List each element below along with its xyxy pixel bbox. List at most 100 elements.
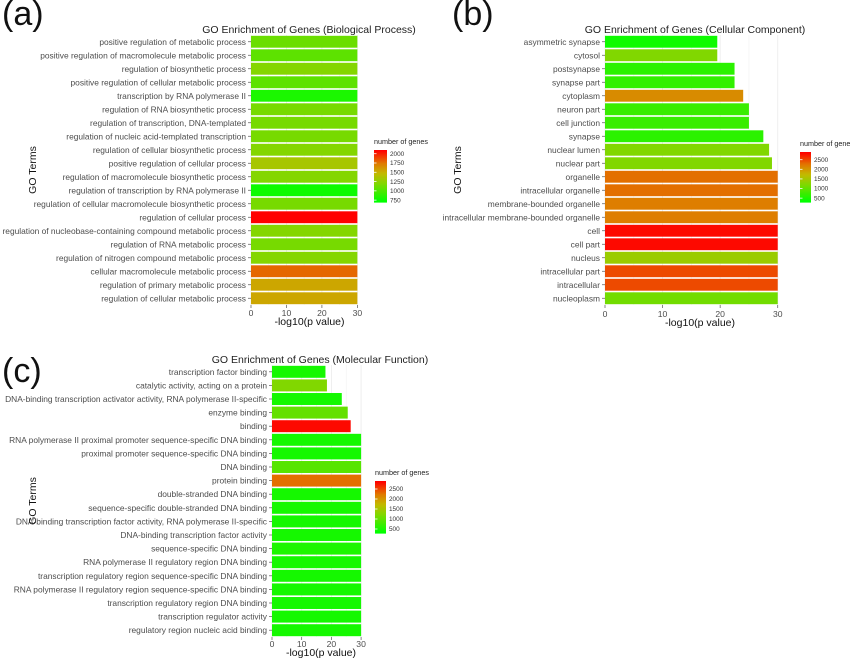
y-tick-label-cc: synapse part xyxy=(552,77,601,87)
legend-swatch-bp xyxy=(374,178,387,181)
bar-cc xyxy=(605,197,778,210)
y-tick-label-mf: sequence-specific double-stranded DNA bi… xyxy=(88,503,267,513)
legend-swatch-cc xyxy=(800,169,811,172)
legend-swatch-mf xyxy=(375,481,386,483)
legend-swatch-bp xyxy=(374,186,387,189)
legend-swatch-mf xyxy=(375,505,386,508)
y-tick-label-mf: transcription factor binding xyxy=(169,367,268,377)
y-tick-label-mf: DNA-binding transcription factor activit… xyxy=(16,516,267,526)
x-tick-label-mf: 0 xyxy=(270,639,275,649)
legend-swatch-bp xyxy=(374,150,387,152)
x-tick-label-bp: 10 xyxy=(282,308,292,318)
legend-swatch-bp xyxy=(374,181,387,184)
x-axis-label-bp: -log10(p value) xyxy=(274,316,344,328)
legend-swatch-cc xyxy=(800,164,811,167)
legend-swatch-cc xyxy=(800,193,811,196)
legend-swatch-mf xyxy=(375,523,386,526)
bar-cc xyxy=(605,130,764,143)
legend-label-bp: 1000 xyxy=(390,188,405,195)
y-tick-label-bp: cellular macromolecule metabolic process xyxy=(91,266,246,276)
y-tick-label-mf: protein binding xyxy=(212,476,267,486)
bar-bp xyxy=(251,224,358,237)
legend-swatch-cc xyxy=(800,175,811,178)
legend-swatch-mf xyxy=(375,529,386,531)
y-tick-label-mf: regulatory region nucleic acid binding xyxy=(129,625,268,635)
y-tick-label-bp: regulation of biosynthetic process xyxy=(122,64,246,74)
legend-swatch-mf xyxy=(375,503,386,505)
legend-swatch-mf xyxy=(375,525,386,528)
bar-mf xyxy=(272,461,362,473)
legend-swatch-mf xyxy=(375,522,386,525)
chart-title-cc: GO Enrichment of Genes (Cellular Compone… xyxy=(585,24,806,36)
x-tick-label-bp: 0 xyxy=(249,308,254,318)
y-axis-label-bp: GO Terms xyxy=(27,146,39,194)
legend-swatch-bp xyxy=(374,155,387,158)
y-tick-label-bp: regulation of macromolecule biosynthetic… xyxy=(63,172,246,182)
bar-cc xyxy=(605,35,718,48)
bar-mf xyxy=(272,610,362,623)
legend-swatch-bp xyxy=(374,153,387,156)
y-tick-label-bp: regulation of RNA metabolic process xyxy=(111,239,246,249)
bar-bp xyxy=(251,89,358,102)
legend-swatch-mf xyxy=(375,487,386,490)
legend-swatch-cc xyxy=(800,188,811,191)
y-tick-label-cc: organelle xyxy=(566,172,601,182)
y-tick-label-bp: regulation of cellular metabolic process xyxy=(101,293,246,303)
bar-cc xyxy=(605,278,778,291)
legend-swatch-mf xyxy=(375,508,386,511)
legend-swatch-cc xyxy=(800,189,811,192)
legend-swatch-cc xyxy=(800,190,811,193)
legend-swatch-cc xyxy=(800,154,811,157)
bar-cc xyxy=(605,76,735,89)
bar-bp xyxy=(251,49,358,62)
y-tick-label-cc: cytoplasm xyxy=(562,91,600,101)
bar-bp xyxy=(251,143,358,156)
y-tick-label-mf: enzyme binding xyxy=(208,408,267,418)
legend-swatch-cc xyxy=(800,187,811,189)
bar-cc xyxy=(605,49,718,62)
legend-label-mf: 1000 xyxy=(389,516,404,523)
y-tick-label-mf: RNA polymerase II regulatory region DNA … xyxy=(83,557,267,567)
bar-mf xyxy=(272,583,362,596)
y-tick-label-cc: nucleoplasm xyxy=(553,293,600,303)
bar-cc xyxy=(605,62,735,75)
bar-mf xyxy=(272,365,326,378)
legend-swatch-cc xyxy=(800,172,811,174)
legend-swatch-bp xyxy=(374,191,387,194)
legend-swatch-bp xyxy=(374,172,387,174)
legend-swatch-mf xyxy=(375,488,386,491)
legend-swatch-bp xyxy=(374,192,387,195)
legend-swatch-mf xyxy=(375,518,386,521)
y-tick-label-bp: regulation of cellular macromolecule bio… xyxy=(34,199,246,209)
legend-swatch-cc xyxy=(800,163,811,166)
legend-swatch-bp xyxy=(374,200,387,203)
legend-swatch-cc xyxy=(800,152,811,154)
legend-title-bp: number of genes xyxy=(374,137,428,146)
legend-swatch-mf xyxy=(375,509,386,512)
x-tick-label-mf: 10 xyxy=(297,639,307,649)
legend-swatch-bp xyxy=(374,168,387,171)
y-tick-label-bp: positive regulation of cellular metaboli… xyxy=(71,77,247,87)
bar-bp xyxy=(251,197,358,210)
bar-bp xyxy=(251,184,358,197)
y-tick-label-cc: cell junction xyxy=(556,118,600,128)
legend-swatch-mf xyxy=(375,501,386,504)
bar-mf xyxy=(272,501,362,514)
legend-label-cc: 500 xyxy=(814,195,825,202)
y-tick-label-mf: DNA binding xyxy=(220,462,267,472)
legend-swatch-cc xyxy=(800,178,811,181)
legend-swatch-bp xyxy=(374,196,387,199)
bar-mf xyxy=(272,529,362,541)
bar-cc xyxy=(605,103,749,116)
bar-bp xyxy=(251,130,358,143)
legend-swatch-bp xyxy=(374,182,387,185)
legend-title-cc: number of genes xyxy=(800,139,850,148)
bar-mf xyxy=(272,379,327,392)
legend-swatch-bp xyxy=(374,151,387,154)
legend-swatch-mf xyxy=(375,494,386,496)
legend-swatch-cc xyxy=(800,184,811,187)
legend-swatch-mf xyxy=(375,486,386,489)
legend-swatch-cc xyxy=(800,194,811,197)
